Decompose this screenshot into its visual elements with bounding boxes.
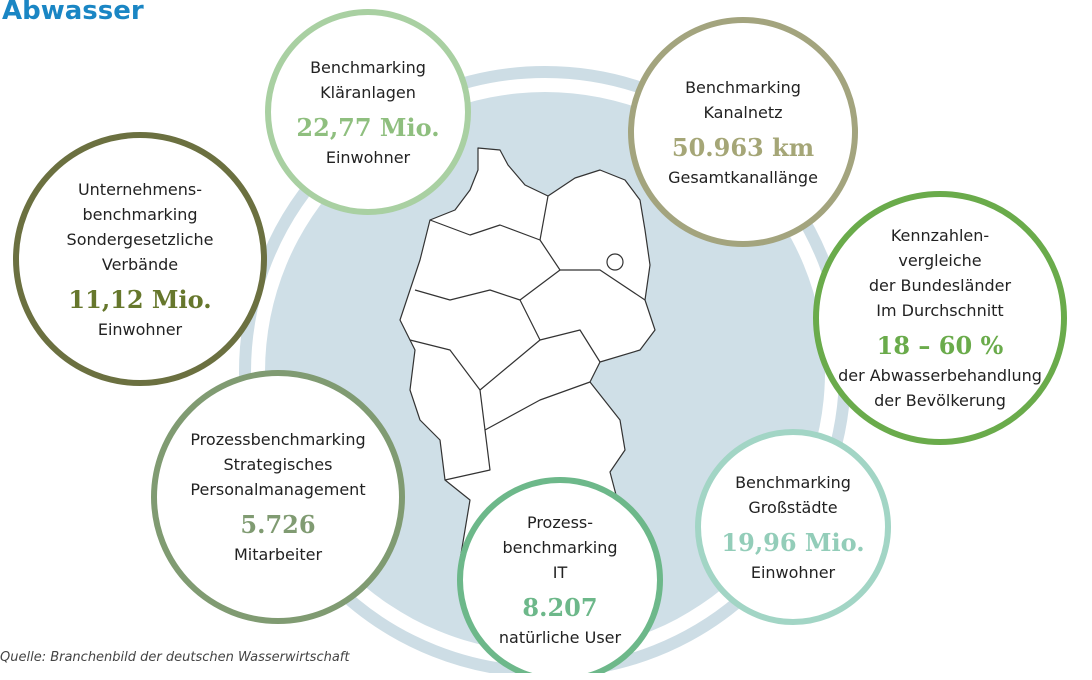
node-label: Kläranlagen (320, 82, 416, 102)
node-label: Benchmarking (735, 472, 851, 492)
node-label: Kanalnetz (703, 102, 783, 122)
node-label: der Bundesländer (868, 276, 1012, 295)
node-unit: der Abwasserbehandlung (838, 366, 1042, 385)
source-note: Quelle: Branchenbild der deutschen Wasse… (0, 650, 350, 665)
node-label: Kennzahlen- (890, 226, 990, 245)
node-circle (813, 191, 1067, 445)
node-unit: Einwohner (325, 147, 411, 167)
node-label: vergleiche (898, 251, 982, 270)
node: Benchmarking Kläranlagen 22,77 Mio. Einwohn… (268, 12, 468, 212)
state-border (414, 269, 561, 301)
berlin (606, 253, 624, 271)
node: Benchmarking Großstädte 19,96 Mio. Einwohne… (698, 432, 888, 622)
node: Prozess-benchmarking IT 8.207 natürliche Us… (460, 480, 660, 680)
node-unit: Einwohner (97, 319, 183, 339)
node-value: 18 – 60 % (876, 331, 1004, 360)
node-label: Großstädte (748, 497, 838, 517)
node: Benchmarking Kanalnetz 50.963 km Gesamtkana… (631, 20, 855, 244)
node-label: Unternehmens- (77, 179, 203, 199)
node-label: Verbände (101, 254, 179, 274)
node-value: 50.963 km (671, 132, 815, 162)
node-label: Benchmarking (310, 57, 426, 77)
state-border (539, 239, 646, 301)
node-label: Prozess- (526, 513, 594, 532)
node-label: Im Durchschnitt (876, 301, 1004, 320)
node-label: Benchmarking (685, 77, 801, 97)
title: Abwasser (2, 0, 144, 26)
node-circle (151, 370, 405, 624)
node-circle (628, 17, 858, 247)
node-label: Personalmanagement (190, 480, 366, 499)
node-value: 8.207 (522, 593, 598, 622)
node-unit: natürliche User (498, 628, 622, 647)
state-border (444, 429, 491, 481)
node-circle (695, 429, 891, 625)
node-label: Strategisches (223, 455, 333, 474)
state-border (479, 381, 591, 431)
node-circle (13, 132, 267, 386)
node-label: IT (552, 563, 568, 582)
node-circle (457, 477, 663, 673)
node: Unternehmens-benchmarking Sondergesetzlic… (16, 135, 264, 383)
node-label: benchmarking (82, 204, 198, 224)
state-border (519, 299, 601, 363)
node-unit: Mitarbeiter (233, 545, 323, 564)
node-label: Sondergesetzliche (66, 229, 214, 249)
node: Kennzahlen-vergleiche der Bundesländer Im … (816, 194, 1064, 442)
node-label: benchmarking (502, 538, 618, 557)
node-unit: Einwohner (750, 562, 836, 582)
node-unit: Gesamtkanallänge (668, 167, 818, 187)
state-border (429, 195, 549, 241)
node-value: 11,12 Mio. (68, 284, 212, 314)
node-value: 5.726 (240, 510, 316, 539)
node-label: Prozessbenchmarking (190, 430, 366, 449)
state-border (409, 339, 541, 391)
node-unit: der Bevölkerung (874, 391, 1006, 410)
node-value: 19,96 Mio. (721, 527, 865, 557)
node-value: 22,77 Mio. (296, 112, 440, 142)
node-circle (265, 9, 471, 215)
node: Prozessbenchmarking Strategisches Personal… (154, 373, 402, 621)
